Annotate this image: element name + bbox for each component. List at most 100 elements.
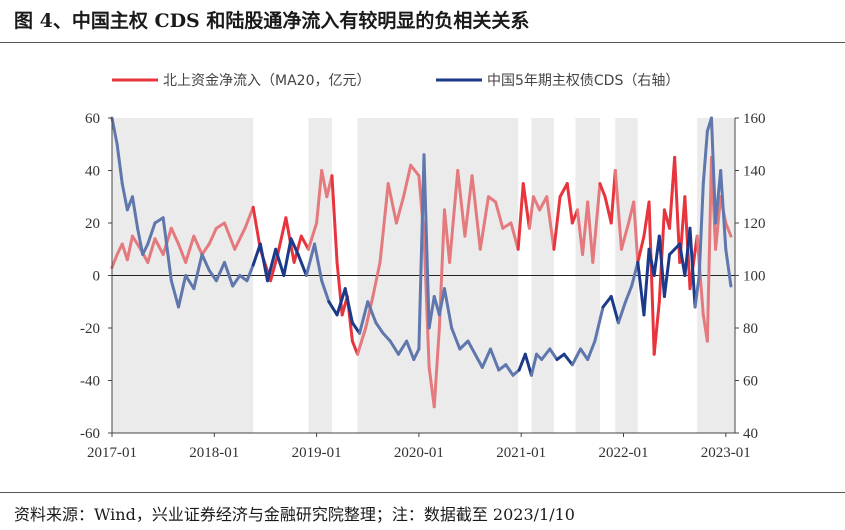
y-right-tick-label-5: 60 <box>743 374 758 390</box>
series-0-segment-79 <box>636 234 646 264</box>
series-1-segment-92 <box>719 169 728 251</box>
series-1-segment-59 <box>523 352 533 377</box>
series-1-segment-35 <box>358 300 370 335</box>
series-0-segment-16 <box>223 221 237 251</box>
series-1-segment-17 <box>223 260 235 288</box>
series-1-segment-11 <box>176 274 188 309</box>
series-0-segment-94 <box>714 195 723 251</box>
series-1-segment-48 <box>442 287 454 330</box>
series-0-segment-11 <box>184 234 196 264</box>
series-1-segment-33 <box>343 287 354 325</box>
series-0-segment-36 <box>364 295 375 330</box>
x-tick-label-0: 2017-01 <box>87 445 137 461</box>
series-1-segment-7 <box>146 221 157 246</box>
series-1-segment-38 <box>381 331 392 343</box>
series-0-segment-68 <box>575 208 585 256</box>
series-0-segment-78 <box>632 200 640 264</box>
x-tick-label-3: 2020-01 <box>394 445 444 461</box>
series-0-segment-51 <box>463 174 474 238</box>
series-1-segment-29 <box>313 242 324 283</box>
series-0-segment-55 <box>494 200 505 230</box>
series-1-segment-88 <box>701 129 709 186</box>
series-1-segment-70 <box>601 295 613 309</box>
x-tick-label-4: 2021-01 <box>496 445 546 461</box>
series-1-segment-26 <box>289 237 300 256</box>
series-1-segment-37 <box>374 321 385 335</box>
legend-label-cds: 中国5年期主权债CDS（右轴） <box>487 73 679 89</box>
series-1-segment-71 <box>609 295 620 325</box>
series-0-segment-42 <box>409 163 421 178</box>
series-0-segment-57 <box>509 221 520 251</box>
series-1-segment-75 <box>636 260 646 317</box>
series-0-segment-22 <box>276 216 288 256</box>
series-0-segment-75 <box>613 169 623 251</box>
series-1-segment-31 <box>327 300 339 317</box>
series-0-segment-27 <box>315 169 324 225</box>
series-0-segment-50 <box>456 169 467 238</box>
series-0-segment-71 <box>591 182 602 264</box>
series-1-segment-28 <box>304 242 317 277</box>
source-note: 资料来源：Wind，兴业证券经济与金融研究院整理；注：数据截至 2023/1/1… <box>14 505 575 524</box>
y-left-tick-label-4: -20 <box>80 321 100 337</box>
series-1-segment-52 <box>473 352 484 369</box>
title-underline <box>0 42 845 43</box>
series-1-segment-50 <box>458 339 470 351</box>
y-left-tick-label-1: 40 <box>85 164 100 180</box>
series-0-segment-25 <box>299 234 310 251</box>
series-0-segment-6 <box>146 237 157 264</box>
series-0-segment-52 <box>470 174 482 251</box>
series-0-segment-3 <box>125 234 134 262</box>
y-right-tick-label-2: 120 <box>743 216 766 232</box>
series-0-segment-9 <box>169 226 180 246</box>
series-0-segment-19 <box>251 205 262 251</box>
series-0-segment-41 <box>402 163 413 199</box>
series-0-segment-14 <box>207 226 218 246</box>
series-0-segment-92 <box>705 155 713 343</box>
axes: 60 40 20 0 -20 -40 -60 160 140 120 100 80 60 40 2017-0… <box>80 111 766 461</box>
y-left-tick-label-0: 60 <box>85 111 100 127</box>
series-0-segment-13 <box>200 242 211 256</box>
series-1-segment-15 <box>207 268 218 283</box>
series-0-segment-61 <box>531 195 542 212</box>
series-0-segment-66 <box>565 182 574 225</box>
series-1-segment-32 <box>335 287 347 317</box>
series-0-segment-70 <box>586 200 595 264</box>
series-0-segment-28 <box>320 169 329 199</box>
series-0-segment-4 <box>130 234 143 251</box>
series-0-segment-53 <box>478 195 490 251</box>
series-1-segment-53 <box>480 347 493 369</box>
series-1-segment-86 <box>693 274 701 309</box>
series-0-segment-10 <box>176 242 188 264</box>
series-1-segment-87 <box>697 182 705 277</box>
series-1-segment-93 <box>724 247 733 288</box>
series-0-segment-7 <box>153 237 165 256</box>
series-0-segment-12 <box>192 234 204 256</box>
series-0-segment-64 <box>552 195 562 251</box>
series-0-segment-82 <box>652 300 661 356</box>
series-1-segment-14 <box>200 253 211 272</box>
series-1-segment-68 <box>586 339 597 361</box>
series-1-segment-65 <box>562 352 574 367</box>
series-1-segment-58 <box>517 352 527 372</box>
series-1-segment-24 <box>274 247 286 277</box>
series-1-segment-27 <box>296 253 308 277</box>
series-1-segment-62 <box>540 347 552 361</box>
series-0-segment-81 <box>647 200 656 356</box>
series-1-segment-9 <box>161 216 173 283</box>
series-0-segment-17 <box>233 226 247 251</box>
series-1-segment-66 <box>570 347 583 367</box>
series-1-segment-43 <box>417 153 426 351</box>
series-1-segment-40 <box>396 339 409 356</box>
series-1-segment-0 <box>110 116 119 146</box>
series-1-segment-79 <box>657 234 666 298</box>
series-1-segment-20 <box>245 263 255 283</box>
series-1-segment-56 <box>504 363 515 377</box>
series-0-segment-49 <box>448 169 460 264</box>
x-tick-label-6: 2023-01 <box>701 445 751 461</box>
series-1-segment-16 <box>214 260 227 283</box>
series-1-segment-13 <box>192 253 204 291</box>
series-1-segment-73 <box>624 284 634 304</box>
x-tick-label-1: 2018-01 <box>189 445 239 461</box>
series-1-segment-63 <box>548 347 559 361</box>
series-0-segment-40 <box>394 195 406 225</box>
